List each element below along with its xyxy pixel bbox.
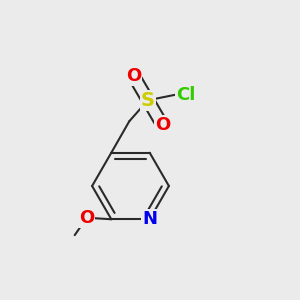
Text: O: O — [126, 67, 141, 85]
Text: S: S — [141, 91, 155, 110]
Text: O: O — [79, 209, 94, 227]
Text: N: N — [142, 210, 157, 228]
Text: Cl: Cl — [176, 86, 196, 104]
Text: O: O — [155, 116, 170, 134]
